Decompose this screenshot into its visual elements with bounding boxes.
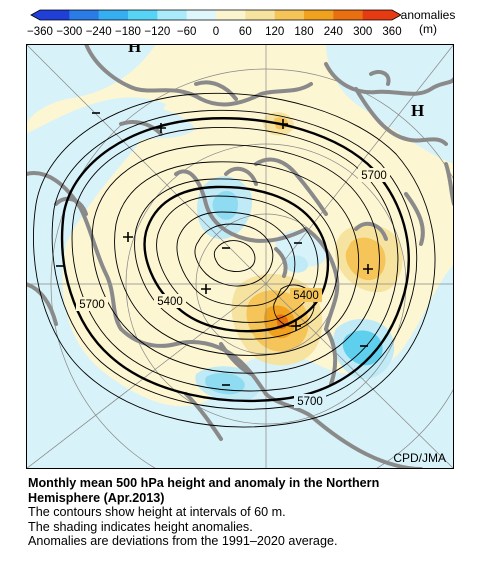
colorbar-max-arrow bbox=[392, 10, 401, 20]
colorbar-tick-label: −180 bbox=[115, 26, 141, 38]
contour-label-5700-ne: 5700 bbox=[361, 170, 387, 182]
positive-center-marker bbox=[201, 284, 211, 294]
caption-title-line2: Hemisphere (Apr.2013) bbox=[28, 490, 165, 505]
colorbar-tick-label: −360 bbox=[27, 26, 53, 38]
contour-label-bg bbox=[290, 288, 322, 302]
contour-label-group: 5700 5400 5400 5700 5700 bbox=[76, 168, 390, 408]
colorbar-cell bbox=[40, 10, 70, 20]
colorbar-tick-label: 0 bbox=[213, 26, 219, 38]
map-frame bbox=[26, 44, 454, 469]
colorbar-units-label: anomalies bbox=[400, 8, 456, 22]
caption-line-contours: The contours show height at intervals of… bbox=[28, 505, 286, 520]
map-graphic: 5700 5400 5400 5700 5700 H H bbox=[26, 44, 454, 469]
colorbar-tick-label: −120 bbox=[144, 26, 170, 38]
colorbar-tick-label: −60 bbox=[177, 26, 197, 38]
colorbar-cell bbox=[186, 10, 217, 20]
colorbar-cell bbox=[216, 10, 246, 20]
colorbar-cell bbox=[362, 10, 393, 20]
colorbar-cell bbox=[128, 10, 158, 20]
contour-label-5700-s: 5700 bbox=[297, 396, 323, 408]
colorbar-graphic: −360 −300 −240 −180 −120 −60 0 60 120 180 240 300 36… bbox=[27, 9, 402, 38]
colorbar-cell bbox=[304, 10, 334, 20]
caption-title-line1: Monthly mean 500 hPa height and anomaly … bbox=[28, 476, 380, 490]
coastlines bbox=[26, 44, 454, 469]
colorbar-cell bbox=[333, 10, 363, 20]
contour-label-5700-w: 5700 bbox=[79, 299, 105, 311]
anomaly-colorbar: −360 −300 −240 −180 −120 −60 0 60 120 180 240 300 36… bbox=[0, 0, 480, 44]
contour-label-bg bbox=[294, 394, 326, 408]
height-contours bbox=[33, 92, 436, 428]
colorbar-units-unit: (m) bbox=[419, 22, 437, 36]
colorbar-tick-label: −300 bbox=[56, 26, 82, 38]
caption-line-shading: The shading indicates height anomalies. bbox=[28, 519, 253, 534]
colorbar-tick-label: 60 bbox=[239, 26, 252, 38]
colorbar-tick-label: 120 bbox=[265, 26, 284, 38]
positive-center-marker bbox=[156, 123, 166, 133]
colorbar-cell bbox=[98, 10, 129, 20]
colorbar-cell bbox=[69, 10, 99, 20]
colorbar-cell bbox=[157, 10, 187, 20]
positive-center-marker bbox=[363, 264, 373, 274]
colorbar-tick-label: −240 bbox=[86, 26, 112, 38]
contour-label-5400-e: 5400 bbox=[293, 290, 319, 302]
positive-center-marker bbox=[278, 119, 288, 129]
positive-center-marker bbox=[123, 232, 133, 242]
colorbar-cell bbox=[274, 10, 305, 20]
colorbar-cell bbox=[245, 10, 275, 20]
high-pressure-marker-north: H bbox=[128, 44, 141, 56]
contour-label-bg bbox=[358, 168, 390, 182]
contour-label-5400-w: 5400 bbox=[157, 296, 183, 308]
colorbar-tick-label: 180 bbox=[294, 26, 313, 38]
contour-label-bg bbox=[76, 297, 108, 311]
high-pressure-marker-east: H bbox=[411, 101, 424, 120]
colorbar-outline bbox=[30, 9, 402, 21]
figure-caption: Monthly mean 500 hPa height and anomaly … bbox=[28, 476, 468, 549]
positive-center-marker bbox=[291, 321, 301, 331]
credit-label: CPD/JMA bbox=[393, 451, 446, 465]
anomaly-center-markers bbox=[56, 112, 373, 386]
colorbar-min-arrow bbox=[31, 10, 40, 20]
polar-stereographic-map: 5700 5400 5400 5700 5700 H H bbox=[26, 44, 454, 469]
colorbar-tick-label: 240 bbox=[324, 26, 343, 38]
colorbar-units: anomalies (m) bbox=[398, 8, 458, 36]
colorbar-tick-label: 300 bbox=[353, 26, 372, 38]
contour-label-bg bbox=[154, 294, 186, 308]
caption-line-anomalies: Anomalies are deviations from the 1991–2… bbox=[28, 534, 338, 549]
colorbar-tick-label: 360 bbox=[382, 26, 401, 38]
